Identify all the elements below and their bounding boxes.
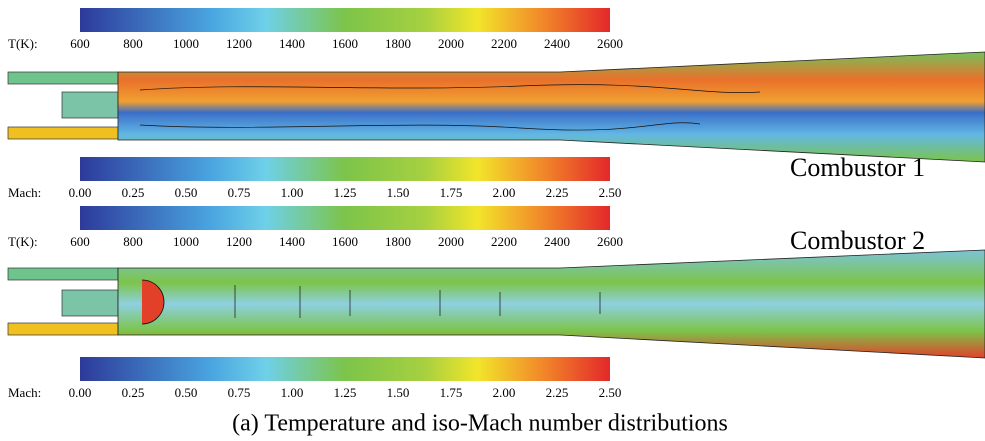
colorbar-tick-label: 2.25 xyxy=(546,185,569,200)
combustor-2-field xyxy=(7,249,985,359)
colorbar-tick-label: 2.50 xyxy=(599,385,622,400)
panel-label: Combustor 1 xyxy=(790,153,925,182)
colorbar-tick-label: 1800 xyxy=(385,36,411,51)
colorbar-tick-label: 1000 xyxy=(173,234,199,249)
colorbar-label: Mach: xyxy=(8,385,41,400)
colorbar-label: T(K): xyxy=(8,36,38,51)
colorbar xyxy=(80,206,610,230)
combustor-1-field xyxy=(7,51,985,163)
colorbar-label: Mach: xyxy=(8,185,41,200)
colorbar-tick-label: 0.50 xyxy=(175,185,198,200)
colorbar-tick-label: 800 xyxy=(123,234,143,249)
colorbar-tick-label: 0.00 xyxy=(69,385,92,400)
colorbar-tick-label: 2200 xyxy=(491,36,517,51)
colorbar-tick-label: 1.00 xyxy=(281,185,304,200)
colorbar-tick-label: 2.25 xyxy=(546,385,569,400)
colorbar-tick-label: 600 xyxy=(70,234,90,249)
colorbar-tick-label: 1400 xyxy=(279,36,305,51)
colorbar-tick-label: 1.25 xyxy=(334,185,357,200)
colorbar-tick-label: 800 xyxy=(123,36,143,51)
colorbar-tick-label: 1.75 xyxy=(440,185,463,200)
colorbar-tick-label: 2000 xyxy=(438,234,464,249)
colorbar-tick-label: 1.50 xyxy=(387,385,410,400)
colorbar-tick-label: 0.50 xyxy=(175,385,198,400)
colorbar-tick-label: 2.00 xyxy=(493,385,516,400)
colorbar-tick-label: 600 xyxy=(70,36,90,51)
colorbar-tick-label: 2.50 xyxy=(599,185,622,200)
colorbar-tick-label: 1000 xyxy=(173,36,199,51)
colorbar-tick-label: 1600 xyxy=(332,36,358,51)
colorbar-tick-label: 2.00 xyxy=(493,185,516,200)
colorbar-tick-label: 2400 xyxy=(544,36,570,51)
colorbar-tick-label: 2600 xyxy=(597,234,623,249)
colorbar-label: T(K): xyxy=(8,234,38,249)
colorbar-tick-label: 1400 xyxy=(279,234,305,249)
colorbar-tick-label: 0.25 xyxy=(122,185,145,200)
colorbar-tick-label: 2200 xyxy=(491,234,517,249)
colorbar-tick-label: 0.75 xyxy=(228,385,251,400)
colorbar-tick-label: 1600 xyxy=(332,234,358,249)
colorbar-tick-label: 1.25 xyxy=(334,385,357,400)
colorbar-tick-label: 1.50 xyxy=(387,185,410,200)
colorbar-tick-label: 1200 xyxy=(226,234,252,249)
colorbar-tick-label: 1.00 xyxy=(281,385,304,400)
colorbar-tick-label: 0.25 xyxy=(122,385,145,400)
colorbar xyxy=(80,8,610,32)
colorbar-tick-label: 2000 xyxy=(438,36,464,51)
colorbar xyxy=(80,357,610,381)
colorbar xyxy=(80,157,610,181)
colorbar-tick-label: 1200 xyxy=(226,36,252,51)
colorbar-tick-label: 2600 xyxy=(597,36,623,51)
colorbar-tick-label: 2400 xyxy=(544,234,570,249)
colorbar-tick-label: 1800 xyxy=(385,234,411,249)
caption: (a) Temperature and iso-Mach number dist… xyxy=(232,411,728,437)
colorbar-tick-label: 0.00 xyxy=(69,185,92,200)
colorbar-tick-label: 1.75 xyxy=(440,385,463,400)
colorbar-tick-label: 0.75 xyxy=(228,185,251,200)
panel-label: Combustor 2 xyxy=(790,226,925,255)
